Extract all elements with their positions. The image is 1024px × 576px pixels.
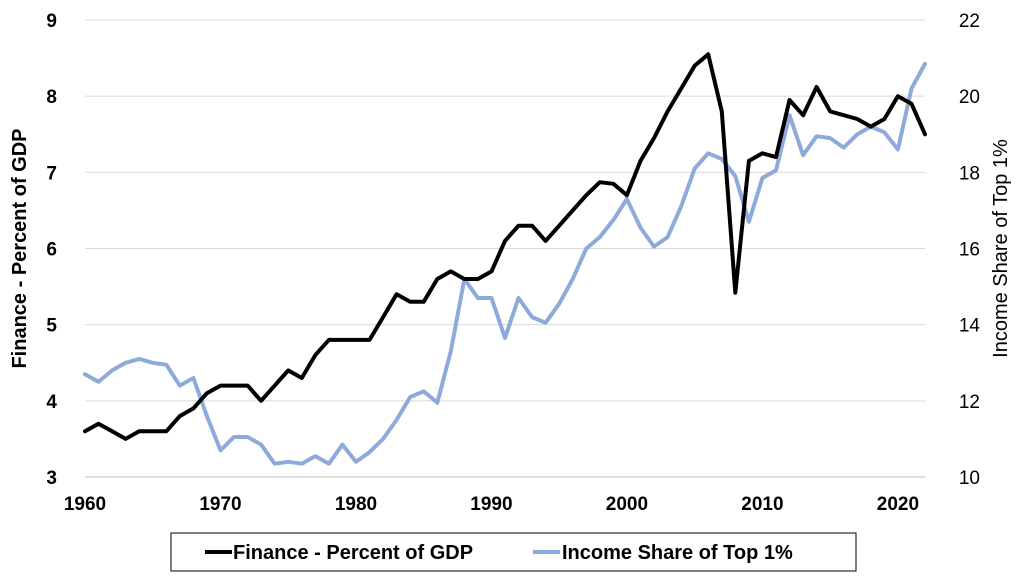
left-tick-label: 6 [46, 240, 57, 261]
right-tick-label: 18 [959, 163, 980, 184]
left-tick-label: 9 [46, 11, 57, 32]
x-tick-label: 1960 [64, 494, 106, 515]
x-axis-ticks: 1960 1970 1980 1990 2000 2010 2020 [64, 494, 919, 515]
left-axis-title: Finance - Percent of GDP [9, 128, 31, 368]
left-tick-label: 4 [46, 392, 57, 413]
right-tick-label: 20 [959, 87, 980, 108]
legend-box [170, 532, 857, 572]
right-tick-label: 14 [959, 316, 981, 337]
left-tick-label: 3 [46, 468, 57, 489]
x-tick-label: 2000 [606, 494, 648, 515]
series-line-income-share [83, 61, 927, 466]
x-tick-label: 1990 [470, 494, 512, 515]
legend: Finance - Percent of GDP Income Share of… [170, 532, 857, 572]
right-tick-label: 16 [959, 240, 980, 261]
right-axis-title: Income Share of Top 1% [990, 139, 1012, 358]
x-tick-label: 1970 [199, 494, 241, 515]
x-tick-label: 1980 [335, 494, 377, 515]
x-tick-label: 2020 [877, 494, 919, 515]
right-tick-label: 10 [959, 468, 980, 489]
legend-label-finance: Finance - Percent of GDP [233, 542, 473, 564]
left-axis-ticks: 3 4 5 6 7 8 9 [46, 11, 57, 489]
series-layer [83, 52, 927, 466]
legend-label-income-share: Income Share of Top 1% [562, 542, 793, 564]
left-tick-label: 8 [46, 87, 57, 108]
left-tick-label: 7 [46, 163, 57, 184]
right-tick-label: 22 [959, 11, 980, 32]
horizontal-gridlines [85, 19, 925, 402]
right-axis-ticks: 10 12 14 16 18 20 22 [959, 11, 981, 489]
series-line-finance [83, 52, 927, 441]
x-tick-label: 2010 [741, 494, 783, 515]
left-tick-label: 5 [46, 316, 57, 337]
right-tick-label: 12 [959, 392, 980, 413]
